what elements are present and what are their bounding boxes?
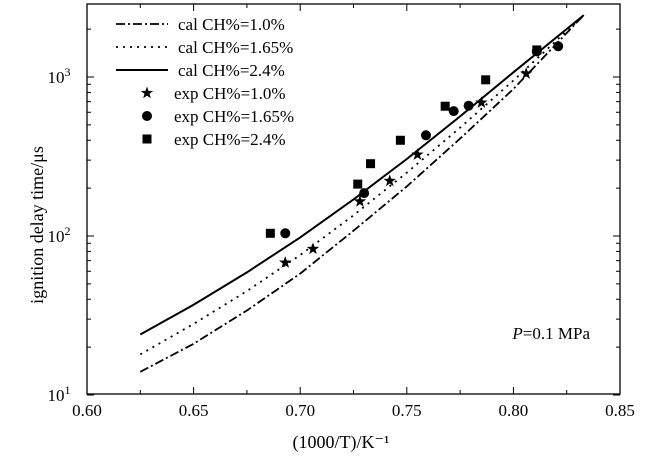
legend-marker-circle	[142, 111, 152, 121]
data-point-star	[475, 96, 488, 108]
legend-label: cal CH%=1.65%	[178, 38, 293, 57]
data-point-circle	[359, 188, 370, 199]
data-point-star	[353, 194, 367, 207]
x-tick-label: 0.80	[499, 401, 529, 420]
data-point-circle	[448, 106, 459, 117]
legend-label: exp CH%=1.0%	[174, 84, 286, 103]
data-point-square	[395, 135, 405, 145]
legend-label: exp CH%=2.4%	[174, 130, 286, 149]
data-point-star	[306, 242, 320, 255]
x-axis-title: (1000/T)/K⁻¹	[293, 432, 390, 453]
data-point-square	[366, 159, 376, 169]
legend-label: cal CH%=1.0%	[178, 15, 285, 34]
x-tick-label: 0.60	[72, 401, 102, 420]
pressure-annotation: P=0.1 MPa	[511, 324, 590, 343]
y-axis-title: ignition delay time/μs	[27, 146, 47, 304]
y-tick-label: 102	[48, 224, 71, 246]
data-point-star	[411, 148, 424, 160]
data-point-circle	[553, 41, 564, 52]
data-point-circle	[463, 100, 474, 111]
data-point-star	[383, 174, 396, 187]
x-tick-label: 0.65	[179, 401, 209, 420]
y-tick-label: 101	[48, 383, 71, 405]
data-point-square	[481, 75, 491, 85]
data-point-square	[265, 228, 275, 238]
x-tick-label: 0.85	[605, 401, 635, 420]
legend-marker-star	[140, 86, 154, 99]
data-point-star	[520, 67, 533, 79]
y-tick-label: 103	[48, 65, 71, 87]
x-tick-label: 0.75	[392, 401, 422, 420]
data-point-circle	[280, 228, 291, 239]
series-line-1	[139, 14, 585, 373]
series-line-3	[139, 14, 585, 336]
data-point-square	[532, 45, 542, 55]
legend-label: exp CH%=1.65%	[174, 107, 294, 126]
legend-marker-square	[142, 134, 152, 144]
data-point-square	[440, 101, 450, 111]
data-point-circle	[420, 130, 431, 141]
legend-label: cal CH%=2.4%	[178, 61, 285, 80]
x-tick-label: 0.70	[285, 401, 315, 420]
data-point-star	[279, 256, 292, 268]
data-point-square	[353, 179, 363, 189]
